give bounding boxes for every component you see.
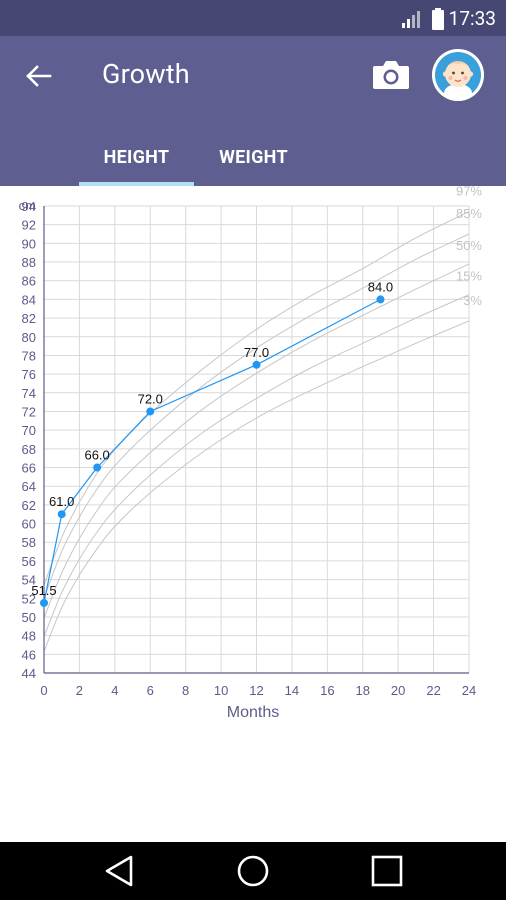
x-tick-label: 18 [356, 683, 370, 698]
tab-selected-indicator [79, 182, 194, 186]
camera-button[interactable] [370, 56, 412, 94]
system-nav-bar [0, 842, 506, 900]
y-tick-label: 52 [22, 591, 36, 606]
y-tick-label: 56 [22, 554, 36, 569]
y-tick-label: 74 [22, 386, 36, 401]
y-tick-label: 88 [22, 255, 36, 270]
status-time: 17:33 [448, 7, 496, 30]
x-tick-label: 0 [40, 683, 47, 698]
percentile-label: 85% [456, 206, 482, 221]
nav-back-button[interactable] [94, 851, 144, 891]
percentile-curve [43, 294, 470, 637]
back-button[interactable] [14, 56, 64, 96]
data-label: 72.0 [138, 391, 163, 406]
y-tick-label: 94 [22, 199, 36, 214]
nav-home-button[interactable] [228, 851, 278, 891]
y-axis-unit-label: cm [19, 198, 36, 213]
data-point[interactable] [40, 598, 48, 607]
x-tick-label: 16 [320, 683, 334, 698]
app-bar: Growth HEIGHT WEIGHT [0, 36, 506, 186]
data-point[interactable] [57, 510, 66, 519]
percentile-label: 97% [456, 186, 482, 199]
percentile-curves: 97% 85% 50% 15% 3% [43, 186, 482, 652]
height-growth-chart: 97%85%50%15%3% 4446485052545658606264666… [19, 186, 483, 721]
x-tick-label: 24 [462, 683, 476, 698]
status-bar: 17:33 [0, 0, 506, 36]
y-tick-label: 44 [22, 666, 36, 681]
nav-recents-icon [371, 855, 403, 887]
y-tick-label: 64 [22, 479, 36, 494]
series-line [43, 298, 381, 604]
x-tick-label: 12 [249, 683, 263, 698]
percentile-label: 3% [463, 293, 482, 308]
nav-home-icon [237, 855, 269, 887]
signal-icon [402, 11, 420, 28]
percentile-curve [43, 233, 470, 599]
baby-avatar-icon [432, 49, 484, 101]
y-tick-label: 84 [22, 292, 36, 307]
y-tick-label: 76 [22, 367, 36, 382]
x-tick-label: 4 [111, 683, 118, 698]
data-point[interactable] [93, 463, 102, 472]
y-tick-label: 90 [22, 236, 36, 251]
y-tick-label: 78 [22, 348, 36, 363]
x-tick-label: 6 [147, 683, 154, 698]
chart-axes [43, 206, 469, 674]
nav-recents-button[interactable] [362, 851, 412, 891]
avatar[interactable] [432, 49, 484, 101]
y-tick-label: 58 [22, 535, 36, 550]
y-tick-label: 66 [22, 461, 36, 476]
data-label: 61.0 [49, 494, 74, 509]
chart-grid [44, 205, 470, 673]
x-tick-label: 14 [285, 683, 299, 698]
y-tick-label: 72 [22, 404, 36, 419]
page-title: Growth [102, 58, 190, 90]
y-tick-label: 54 [22, 573, 36, 588]
y-tick-label: 80 [22, 330, 36, 345]
data-label: 51.5 [31, 583, 56, 598]
y-tick-label: 70 [22, 423, 36, 438]
y-tick-label: 62 [22, 498, 36, 513]
tab-height[interactable]: HEIGHT [103, 146, 170, 168]
data-label: 77.0 [244, 345, 269, 360]
data-point[interactable] [376, 295, 385, 304]
y-tick-label: 82 [22, 311, 36, 326]
x-tick-label: 20 [391, 683, 405, 698]
arrow-back-icon [26, 65, 52, 87]
axis-ticks: 4446485052545658606264666870727476788082… [22, 199, 477, 698]
percentile-curve [43, 211, 470, 586]
y-tick-label: 68 [22, 442, 36, 457]
x-tick-label: 22 [426, 683, 440, 698]
x-tick-label: 10 [214, 683, 228, 698]
measurement-series: 51.5 61.0 66.0 72.0 77.0 84.0 [31, 279, 393, 607]
y-tick-label: 86 [22, 274, 36, 289]
data-label: 84.0 [368, 279, 393, 294]
data-point[interactable] [252, 360, 261, 369]
percentile-label: 50% [456, 238, 482, 253]
percentile-curve [43, 320, 470, 652]
percentile-curve [43, 263, 470, 619]
x-axis-label: Months [227, 704, 279, 721]
data-point[interactable] [146, 407, 155, 416]
x-tick-label: 8 [182, 683, 189, 698]
battery-icon [432, 8, 444, 30]
camera-icon [373, 61, 409, 89]
tab-weight[interactable]: WEIGHT [219, 146, 288, 168]
y-tick-label: 92 [22, 218, 36, 233]
y-tick-label: 46 [22, 647, 36, 662]
x-tick-label: 2 [76, 683, 83, 698]
y-tick-label: 50 [22, 610, 36, 625]
y-tick-label: 60 [22, 517, 36, 532]
nav-back-icon [105, 855, 133, 887]
data-label: 66.0 [84, 448, 109, 463]
percentile-label: 15% [456, 269, 482, 284]
y-tick-label: 48 [22, 629, 36, 644]
